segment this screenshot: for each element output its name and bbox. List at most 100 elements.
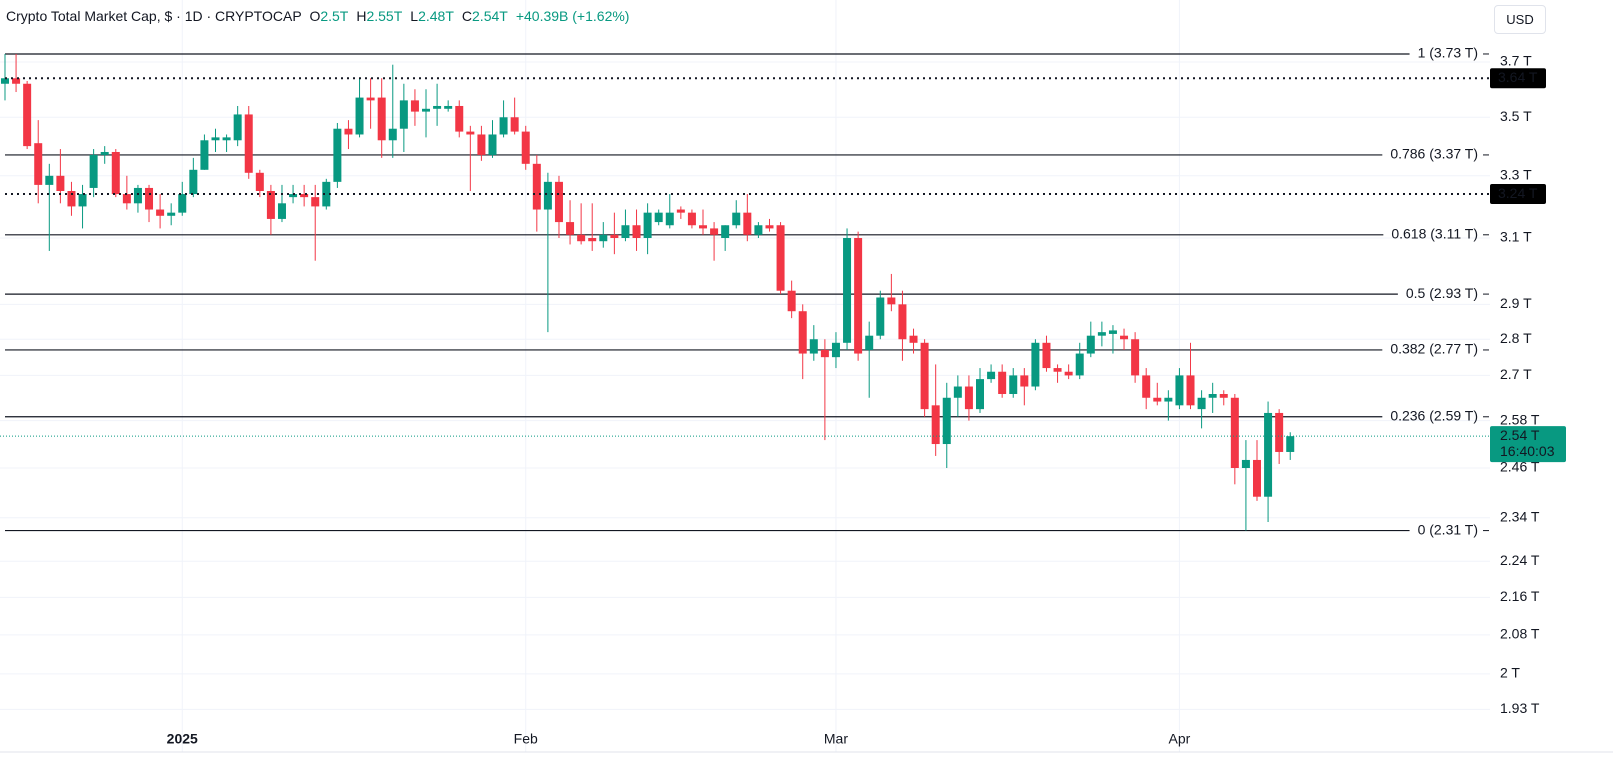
candle-body xyxy=(189,169,198,195)
candle-body xyxy=(909,335,918,343)
countdown: 16:40:03 xyxy=(1500,443,1555,459)
candle-body xyxy=(311,197,320,207)
candle-body xyxy=(377,97,386,141)
x-tick-label: Mar xyxy=(824,731,848,747)
candle-body xyxy=(78,194,87,207)
ohlc-label: C xyxy=(461,8,473,24)
candle-body xyxy=(0,78,9,84)
ohlc-value: 2.48T xyxy=(418,8,454,24)
candle-body xyxy=(898,304,907,340)
candle-body xyxy=(444,105,453,109)
candle-body xyxy=(998,371,1007,395)
ohlc-value: 2.5T xyxy=(320,8,349,24)
level-label: 0.236 (2.59 T) xyxy=(1390,407,1478,423)
candle-body xyxy=(1075,353,1084,376)
y-tick-label: 2.46 T xyxy=(1500,459,1540,475)
candle-body xyxy=(388,128,397,141)
candle-body xyxy=(1264,412,1273,497)
level-label: 0.786 (3.37 T) xyxy=(1390,146,1478,162)
candle-body xyxy=(1219,394,1228,398)
candle-body xyxy=(554,181,563,223)
candle-body xyxy=(699,225,708,229)
candle-body xyxy=(1097,332,1106,336)
candle-body xyxy=(410,100,419,112)
candle-body xyxy=(12,78,21,84)
candle-body xyxy=(366,97,375,101)
candle-body xyxy=(255,172,264,191)
candle-body xyxy=(843,237,852,343)
candle-body xyxy=(809,339,818,354)
y-tick-label: 2.9 T xyxy=(1500,295,1532,311)
currency-button[interactable]: USD xyxy=(1494,5,1546,34)
price-badge-label: 3.24 T xyxy=(1498,185,1538,201)
candle-body xyxy=(100,151,109,155)
candle-body xyxy=(577,234,586,242)
candle-body xyxy=(532,163,541,210)
y-tick-label: 2.16 T xyxy=(1500,588,1540,604)
candle-body xyxy=(222,137,231,141)
candle-body xyxy=(721,225,730,238)
candle-body xyxy=(543,181,552,210)
candle-body xyxy=(1275,412,1284,452)
candle-body xyxy=(787,290,796,312)
y-tick-label: 2.8 T xyxy=(1500,330,1532,346)
candle-body xyxy=(1042,342,1051,369)
candle-body xyxy=(266,190,275,219)
x-tick-label: Feb xyxy=(514,731,538,747)
price-badge xyxy=(1490,68,1546,89)
candle-body xyxy=(610,234,619,238)
candle-body xyxy=(665,212,674,226)
candle-body xyxy=(865,335,874,350)
y-tick-label: 2 T xyxy=(1500,665,1520,681)
y-tick-label: 2.08 T xyxy=(1500,626,1540,642)
ohlc-label: O xyxy=(309,8,321,24)
last-price-label: 2.54 T xyxy=(1500,427,1540,443)
candle-body xyxy=(820,349,829,358)
candle-body xyxy=(621,225,630,238)
candle-body xyxy=(976,379,985,410)
candle-body xyxy=(1131,339,1140,376)
y-tick-label: 3.7 T xyxy=(1500,53,1532,69)
candle-body xyxy=(588,237,597,242)
candle-body xyxy=(466,131,475,135)
candle-body xyxy=(233,114,242,141)
candle-body xyxy=(732,212,741,226)
candle-body xyxy=(687,212,696,226)
candle-body xyxy=(322,181,331,207)
level-label: 0.5 (2.93 T) xyxy=(1406,285,1478,301)
candle-body xyxy=(1241,459,1250,469)
ohlc-value: 2.54T xyxy=(472,8,508,24)
candle-body xyxy=(1086,335,1095,354)
candle-body xyxy=(333,128,342,182)
x-tick-label: Apr xyxy=(1169,731,1191,747)
ohlc-value: 2.55T xyxy=(366,8,403,24)
candle-body xyxy=(1186,375,1195,406)
candle-body xyxy=(931,405,940,445)
candle-body xyxy=(953,386,962,398)
ohlc-values: O2.5T H2.55T L2.48T C2.54T xyxy=(309,8,515,24)
candle-body xyxy=(1108,330,1117,334)
symbol-title: Crypto Total Market Cap, $ · 1D · CRYPTO… xyxy=(6,8,302,24)
legend-header: Crypto Total Market Cap, $ · 1D · CRYPTO… xyxy=(6,8,637,24)
level-label: 0 (2.31 T) xyxy=(1418,521,1478,537)
candle-body xyxy=(876,297,885,336)
candle-body xyxy=(455,105,464,132)
candle-body xyxy=(1153,397,1162,402)
candle-body xyxy=(1120,335,1129,340)
candle-body xyxy=(56,175,65,191)
candle-body xyxy=(355,97,364,135)
change: +40.39B (+1.62%) xyxy=(515,8,630,24)
candle-body xyxy=(289,194,298,198)
candle-body xyxy=(765,225,774,229)
candle-body xyxy=(599,234,608,242)
level-label: 0.618 (3.11 T) xyxy=(1391,225,1478,241)
candle-body xyxy=(1164,397,1173,402)
candle-body xyxy=(942,397,951,445)
candle-body xyxy=(1208,394,1217,398)
candle-body xyxy=(1009,375,1018,395)
price-badge xyxy=(1490,184,1546,205)
y-tick-label: 3.1 T xyxy=(1500,229,1532,245)
candle-body xyxy=(399,100,408,129)
candle-body xyxy=(23,83,32,147)
